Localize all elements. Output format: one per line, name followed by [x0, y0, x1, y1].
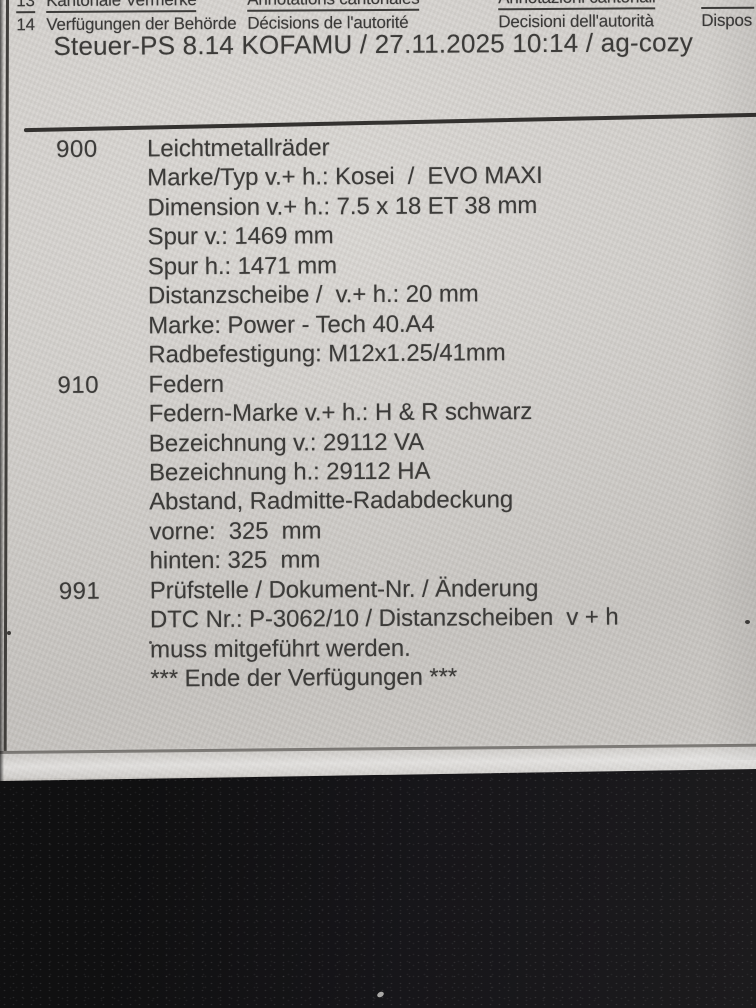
entry-lines: Prüfstelle / Dokument-Nr. / Änderung DTC… [150, 572, 756, 694]
entry-line: Bezeichnung h.: 29112 HA [148, 457, 431, 487]
paper-right-shading [706, 0, 756, 760]
dust-speck [376, 990, 385, 999]
entry-line: Bezeichnung v.: 29112 VA [148, 428, 425, 457]
entry-910: 910 Federn Federn-Marke v.+ h.: H & R sc… [0, 366, 756, 577]
decision-stamp-line: Steuer-PS 8.14 KOFAMU / 27.11.2025 10:14… [53, 27, 694, 61]
entry-line: Dimension v.+ h.: 7.5 x 18 ET 38 mm [147, 191, 538, 222]
paper-left-edge-shadow [0, 0, 4, 781]
entry-lines: Federn Federn-Marke v.+ h.: H & R schwar… [148, 366, 756, 576]
decision-entries: 900 Leichtmetallräder Marke/Typ v.+ h.: … [0, 131, 756, 695]
entry-line: vorne: 325 mm [149, 517, 322, 546]
header-row13-label-it: Annotazioni cantonali [498, 0, 656, 11]
ink-speck [7, 631, 11, 635]
entry-line: Radbefestigung: M12x1.25/41mm [148, 339, 506, 369]
entry-code: 910 [57, 371, 100, 399]
entry-line: hinten: 325 mm [149, 546, 321, 575]
entry-line: DTC Nr.: P-3062/10 / Distanzscheiben v +… [149, 603, 619, 634]
header-row13-number: 13 [16, 0, 35, 14]
entry-line: muss mitgeführt werden. [150, 634, 411, 664]
ink-speck [745, 620, 750, 624]
ink-speck [149, 641, 152, 644]
printed-content: 13 Kantonale Vermerke Annotations canton… [0, 0, 756, 695]
entry-code: 991 [58, 577, 101, 605]
entry-line: *** Ende der Verfügungen *** [150, 663, 458, 693]
entry-line: Marke/Typ v.+ h.: Kosei / EVO MAXI [147, 162, 543, 192]
entry-line: Spur h.: 1471 mm [147, 252, 338, 281]
entry-line: Distanzscheibe / v.+ h.: 20 mm [147, 280, 479, 310]
entry-line: Federn-Marke v.+ h.: H & R schwarz [148, 398, 533, 428]
entry-991: 991 Prüfstelle / Dokument-Nr. / Änderung… [2, 572, 756, 694]
entry-line: Prüfstelle / Dokument-Nr. / Änderung [149, 574, 539, 605]
entry-line: Marke: Power - Tech 40.A4 [148, 310, 435, 340]
entry-line: Abstand, Radmitte-Radabdeckung [149, 486, 514, 516]
document-paper: 13 Kantonale Vermerke Annotations canton… [0, 0, 756, 781]
entry-code: 900 [55, 135, 98, 163]
header-row13-label-de: Kantonale Vermerke [46, 0, 197, 14]
entry-900: 900 Leichtmetallräder Marke/Typ v.+ h.: … [0, 131, 756, 371]
section-divider-line [23, 112, 756, 132]
entry-line: Leichtmetallräder [146, 134, 330, 163]
entry-line: Spur v.: 1469 mm [147, 222, 334, 251]
header-row13-label-fr: Annotations cantonales [247, 0, 420, 12]
header-row14-number: 14 [16, 15, 35, 35]
entry-line: Federn [148, 370, 225, 399]
entry-lines: Leichtmetallräder Marke/Typ v.+ h.: Kose… [147, 131, 756, 370]
